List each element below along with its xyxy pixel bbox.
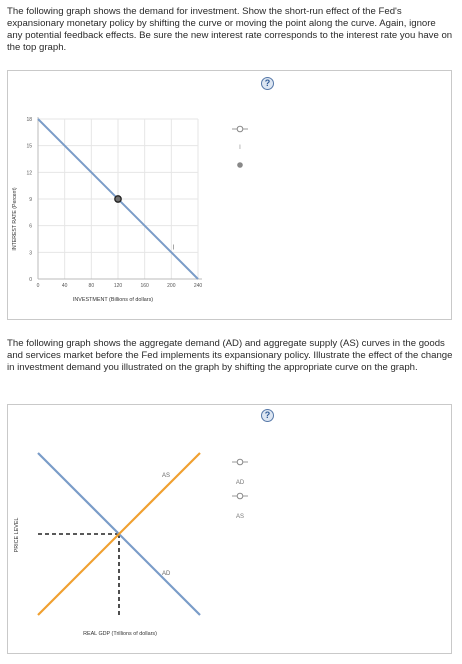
y-tick-label: 0: [29, 277, 32, 283]
y-tick-label: 3: [29, 250, 32, 256]
help-button[interactable]: ?: [261, 409, 274, 422]
curve-tool[interactable]: [232, 125, 248, 133]
y-tick-label: 12: [26, 170, 32, 176]
as-curve-label: AS: [162, 473, 170, 479]
y-axis-title: INTEREST RATE (Percent): [12, 187, 18, 250]
investment-demand-label: I: [172, 245, 174, 252]
y-tick-label: 18: [26, 117, 32, 123]
as-tool[interactable]: [232, 492, 248, 500]
y-tick-label: 9: [29, 197, 32, 203]
x-tick-label: 240: [194, 283, 203, 289]
y-tick-label: 6: [29, 224, 32, 230]
x-axis-title: INVESTMENT (Billions of dollars): [73, 297, 153, 303]
y-axis-title: PRICE LEVEL: [14, 518, 20, 553]
x-tick-label: 80: [89, 283, 95, 289]
y-tick-label: 15: [26, 144, 32, 150]
x-tick-label: 200: [167, 283, 176, 289]
equilibrium-point[interactable]: [114, 195, 122, 203]
x-tick-label: 0: [37, 283, 40, 289]
point-tool[interactable]: [237, 162, 243, 168]
ad-tool-label: AD: [236, 480, 245, 486]
x-tick-label: 40: [62, 283, 68, 289]
aggregate-supply-curve[interactable]: [37, 452, 201, 616]
question-1-instructions: The following graph shows the demand for…: [7, 6, 453, 53]
investment-demand-panel: ? 0 3 6 9 12 15 18 0 40 80 120 160 200 240 I INTERES…: [7, 70, 452, 320]
question-2-instructions: The following graph shows the aggregate …: [7, 338, 453, 373]
ad-as-panel: ? AS AD PRICE LEVEL REAL GDP (Trillions …: [7, 404, 452, 654]
ad-curve-label: AD: [162, 571, 171, 577]
investment-demand-graph[interactable]: 0 3 6 9 12 15 18 0 40 80 120 160 200 240 I INTEREST …: [8, 71, 451, 319]
x-tick-label: 120: [114, 283, 123, 289]
ad-as-graph[interactable]: AS AD PRICE LEVEL REAL GDP (Trillions of…: [8, 405, 451, 653]
as-tool-label: AS: [236, 514, 244, 520]
help-button[interactable]: ?: [261, 77, 274, 90]
x-axis-title: REAL GDP (Trillions of dollars): [83, 631, 157, 637]
ad-tool[interactable]: [232, 458, 248, 466]
curve-tool-label: I: [239, 145, 241, 151]
x-tick-label: 160: [140, 283, 149, 289]
